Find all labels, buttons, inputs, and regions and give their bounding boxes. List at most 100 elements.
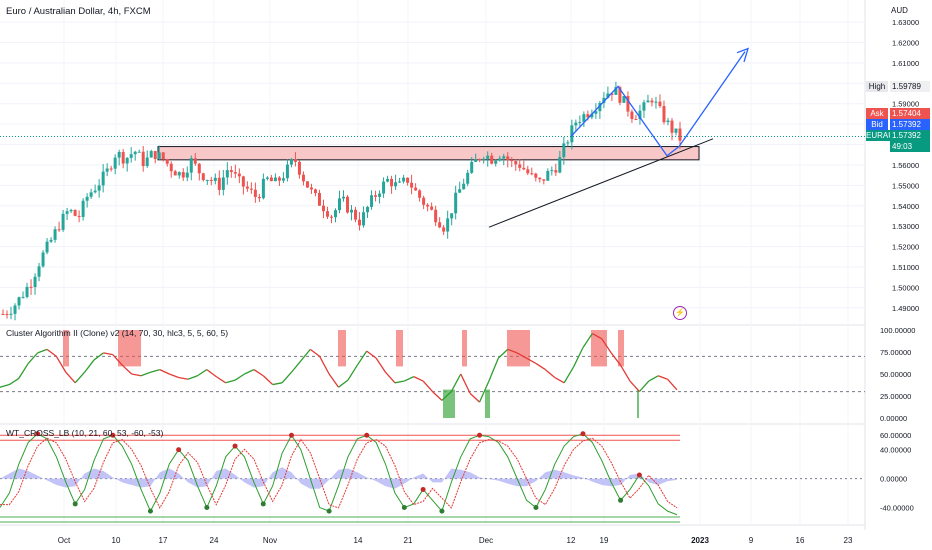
candle-body (582, 114, 586, 122)
candle-body (566, 142, 570, 144)
indicator1-segment (667, 378, 678, 391)
candle-body (289, 159, 293, 165)
candle-body (342, 196, 346, 199)
indicator1-segment (55, 356, 67, 373)
indicator1-segment (272, 382, 283, 386)
time-tick-label: Nov (263, 536, 277, 545)
candle-body (69, 209, 73, 212)
indicator1-tick-label: 100.00000 (880, 326, 915, 335)
candle-body (470, 161, 474, 173)
candle-body (654, 101, 658, 103)
indicator1-segment (620, 364, 631, 382)
price-pane[interactable] (0, 47, 865, 321)
indicator1-segment (535, 362, 546, 371)
candle-body (97, 185, 101, 191)
indicator1-segment (347, 364, 358, 381)
candle-body (193, 158, 197, 164)
candle-body (309, 187, 313, 190)
candle-body (317, 193, 321, 206)
candle-body (205, 179, 209, 181)
time-tick-label: 12 (567, 536, 576, 545)
candle-body (458, 189, 462, 193)
candle-body (454, 192, 458, 214)
candle-body (406, 177, 410, 183)
candle-body (358, 219, 362, 226)
candle-body (101, 171, 105, 186)
candle-body (257, 196, 261, 199)
candle-body (614, 87, 618, 95)
projection-path (570, 51, 746, 157)
candle-body (386, 178, 390, 182)
price-tick-label: 1.63000 (892, 18, 919, 27)
candle-body (217, 177, 221, 190)
candle-body (622, 96, 626, 103)
cross-dot (533, 505, 539, 511)
candle-body (662, 106, 666, 123)
overbought-highlight (462, 330, 467, 367)
candle-body (245, 186, 249, 189)
time-tick-label: 2023 (691, 536, 709, 545)
candle-body (25, 286, 29, 297)
candle-body (394, 182, 398, 187)
overbought-highlight (591, 330, 607, 367)
indicator1-segment (159, 369, 170, 375)
indicator1-segment (592, 332, 603, 340)
candle-body (522, 167, 526, 170)
indicator1-segment (526, 357, 537, 365)
candle-body (313, 189, 317, 194)
indicator1-tick-label: 75.00000 (880, 348, 911, 357)
candle-body (285, 164, 289, 179)
candle-body (346, 196, 350, 213)
indicator1-segment (9, 377, 20, 386)
indicator1-segment (375, 357, 387, 373)
indicator1-segment (422, 380, 434, 393)
candle-body (149, 151, 153, 158)
candle-body (305, 181, 309, 188)
ask-badge: Ask 1.57404 (866, 108, 930, 119)
overbought-highlight (118, 330, 141, 367)
cross-dot (618, 497, 624, 503)
indicator1-segment (290, 360, 302, 373)
lightning-icon[interactable]: ⚡ (673, 306, 687, 320)
candle-body (602, 97, 606, 103)
candle-body (109, 168, 113, 170)
candle-body (402, 177, 406, 182)
time-tick-label: 21 (404, 536, 413, 545)
indicator1-segment (328, 373, 340, 388)
indicator1-tick-label: 0.00000 (880, 414, 907, 423)
indicator1-segment (601, 338, 612, 354)
candle-body (85, 196, 89, 201)
indicator1-segment (46, 348, 57, 357)
candle-body (362, 212, 366, 226)
indicator1-segment (563, 366, 575, 384)
indicator1-segment (432, 391, 443, 401)
wt-cross-pane[interactable] (0, 431, 865, 523)
indicator1-segment (638, 380, 650, 393)
overbought-highlight (338, 330, 346, 367)
candle-body (265, 177, 269, 179)
chart-title: Euro / Australian Dollar, 4h, FXCM (6, 6, 151, 17)
indicator1-segment (206, 369, 217, 378)
indicator1-tick-label: 50.00000 (880, 370, 911, 379)
candle-body (574, 122, 578, 126)
indicator1-segment (394, 380, 405, 384)
time-tick-label: 16 (796, 536, 805, 545)
candle-body (382, 181, 386, 194)
price-tick-label: 1.54000 (892, 202, 919, 211)
candle-body (169, 163, 173, 172)
cross-dot (477, 432, 483, 438)
candle-body (145, 157, 149, 167)
candle-body (422, 197, 426, 205)
cluster-algorithm-pane[interactable] (0, 330, 865, 418)
candle-body (590, 113, 594, 118)
candle-body (117, 151, 121, 158)
indicator1-segment (225, 379, 236, 384)
indicator1-segment (413, 376, 424, 382)
indicator1-segment (657, 375, 668, 380)
time-tick-label: Oct (58, 536, 71, 545)
indicator1-segment (0, 383, 10, 388)
candle-body (5, 314, 9, 316)
candle-body (634, 119, 638, 121)
indicator1-segment (140, 371, 151, 377)
